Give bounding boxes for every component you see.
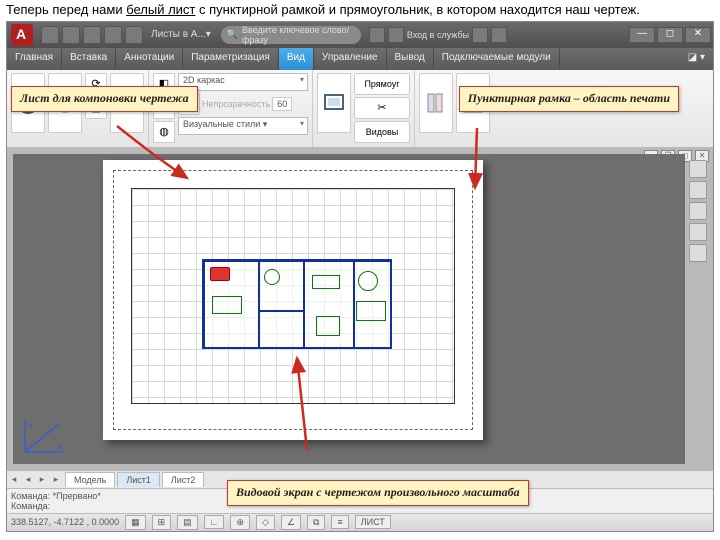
tab-manage[interactable]: Управление [314,48,387,70]
navorbit-icon[interactable] [689,223,707,241]
autocad-window: Листы в А...▾ 🔍 Введите ключевое слово/ф… [6,21,714,532]
palette-button-1[interactable] [419,73,453,133]
workspace: — ❐ ◻ ✕ [7,148,713,470]
navzoom-icon[interactable] [689,202,707,220]
window-controls: — ◻ ✕ [629,27,713,43]
viewport-rect[interactable] [131,188,455,404]
ribbon-group-viewports: Прямоуг ✂ Видовы [313,70,415,147]
status-bar: 338.5127, -4.7122 , 0.0000 ▦ ⊞ ▤ ∟ ⊕ ◇ ∠… [7,513,713,531]
status-snap-icon[interactable]: ⊞ [152,515,172,530]
caption-underlined: белый лист [126,2,195,17]
tab-nav-next[interactable]: ▸ [35,474,49,485]
caption-prefix: Теперь перед нами [6,2,126,17]
login-area[interactable]: Вход в службы [369,27,507,43]
viewport-rect-button[interactable]: Прямоуг [354,73,410,95]
tab-parametric[interactable]: Параметризация [183,48,279,70]
tab-layout1[interactable]: Лист1 [117,472,160,487]
callout-dashed: Пунктирная рамка – область печати [459,86,679,112]
navpan-icon[interactable] [689,181,707,199]
styles-combo[interactable]: Визуальные стили ▾ [178,117,308,135]
status-dyn-icon[interactable]: ⧉ [307,515,325,530]
status-infer-icon[interactable]: ▦ [125,515,146,530]
viewport-named-button[interactable]: Видовы [354,121,410,143]
cmd-prompt: Команда: [11,501,50,511]
coords-readout: 338.5127, -4.7122 , 0.0000 [11,517,119,527]
tab-home[interactable]: Главная [7,48,62,70]
key-icon [388,27,404,43]
ucs-icon: Y X [19,416,67,458]
exchange-icon[interactable] [472,27,488,43]
qat-undo-icon[interactable] [104,26,122,44]
paper-sheet [103,160,483,440]
ribbon-tabs: Главная Вставка Аннотации Параметризация… [7,48,713,70]
tab-nav-first[interactable]: ◂ [7,474,21,485]
qat-save-icon[interactable] [83,26,101,44]
app-logo-icon[interactable] [11,24,33,46]
star-icon [369,27,385,43]
qat-redo-icon[interactable] [125,26,143,44]
tab-annotate[interactable]: Аннотации [116,48,183,70]
navwheel-icon[interactable] [689,160,707,178]
tab-model[interactable]: Модель [65,472,115,487]
status-mode[interactable]: ЛИСТ [355,515,391,529]
status-ortho-icon[interactable]: ∟ [204,515,225,529]
ribbon-expand-icon[interactable]: ◪ ▾ [680,48,713,70]
document-title[interactable]: Листы в А...▾ [151,29,211,40]
close-button[interactable]: ✕ [685,27,711,43]
callout-sheet: Лист для компоновки чертежа [11,86,198,112]
status-osnap-icon[interactable]: ◇ [256,515,275,530]
opacity-label: Непрозрачность [202,99,270,109]
navshow-icon[interactable] [689,244,707,262]
help-search[interactable]: 🔍 Введите ключевое слово/фразу [221,26,361,44]
tab-layout2[interactable]: Лист2 [162,472,205,487]
viewport-button[interactable] [317,73,351,133]
tab-nav-last[interactable]: ▸ [49,474,63,485]
status-lwt-icon[interactable]: ≡ [331,515,348,529]
nav-bar [689,160,709,262]
quick-access-toolbar [41,26,143,44]
login-label: Вход в службы [407,30,469,40]
tab-plugins[interactable]: Подключаемые модули [434,48,560,70]
minimize-button[interactable]: — [629,27,655,43]
cmd-history: Команда: *Прервано* [11,491,101,501]
page-caption: Теперь перед нами белый лист с пунктирно… [0,0,720,21]
opacity-value[interactable]: 60 [272,97,292,111]
svg-text:X: X [57,442,63,452]
layout-canvas[interactable]: Y X [13,154,685,464]
titlebar: Листы в А...▾ 🔍 Введите ключевое слово/ф… [7,22,713,48]
qat-open-icon[interactable] [62,26,80,44]
qat-new-icon[interactable] [41,26,59,44]
callout-viewport: Видовой экран с чертежом произвольного м… [227,480,529,506]
help-icon[interactable] [491,27,507,43]
search-placeholder: Введите ключевое слово/фразу [242,25,355,45]
tab-view[interactable]: Вид [279,48,314,70]
tab-nav-prev[interactable]: ◂ [21,474,35,485]
render-icon[interactable]: ◍ [153,121,175,143]
viewport-clip-icon[interactable]: ✂ [354,97,410,119]
search-icon: 🔍 [227,29,238,40]
maximize-button[interactable]: ◻ [657,27,683,43]
status-otrack-icon[interactable]: ∠ [281,515,301,530]
caption-rest: с пунктирной рамкой и прямоугольник, в к… [195,2,639,17]
floorplan [202,259,392,349]
tab-output[interactable]: Вывод [387,48,434,70]
status-polar-icon[interactable]: ⊕ [230,515,250,530]
svg-text:Y: Y [28,420,34,430]
tab-insert[interactable]: Вставка [62,48,116,70]
status-grid-icon[interactable]: ▤ [177,515,198,530]
